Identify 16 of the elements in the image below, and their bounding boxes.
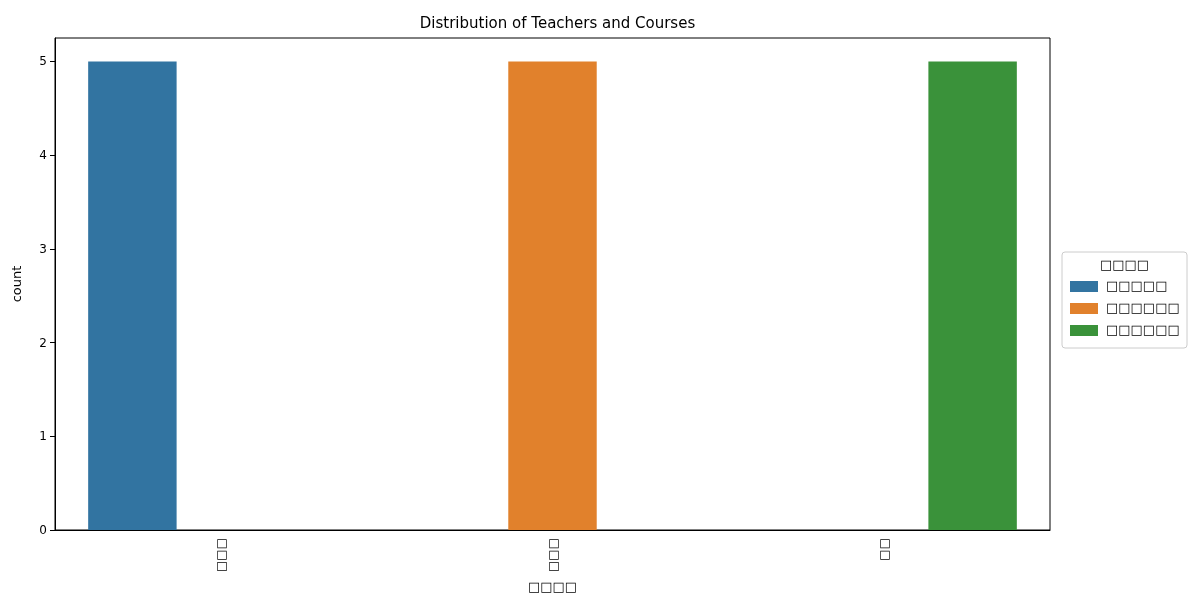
x-tick-label: □□□: [213, 538, 228, 573]
legend-label: □□□□□□: [1106, 322, 1180, 337]
x-tick-label: □□: [877, 538, 892, 561]
x-tick-label: □□□: [545, 538, 560, 573]
y-tick-label: 5: [39, 54, 47, 69]
y-tick-label: 2: [39, 335, 47, 350]
y-axis-title: count: [9, 265, 24, 303]
legend-title: □□□□: [1099, 257, 1150, 272]
x-axis-title: □□□□: [527, 578, 578, 594]
y-tick-label: 3: [39, 241, 47, 256]
y-tick-label: 4: [39, 148, 47, 163]
y-tick-label: 1: [39, 429, 47, 444]
chart-title: Distribution of Teachers and Courses: [419, 13, 696, 32]
y-tick-label: 0: [39, 523, 47, 537]
legend-label: □□□□□: [1106, 278, 1168, 293]
legend-label: □□□□□□: [1106, 300, 1180, 315]
